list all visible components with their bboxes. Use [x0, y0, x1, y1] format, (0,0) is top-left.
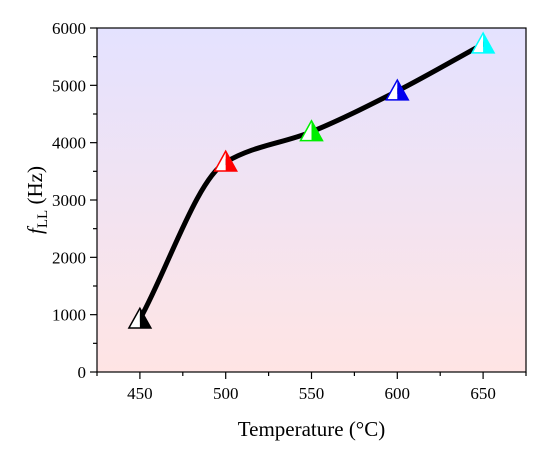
x-axis-title: Temperature (°C): [238, 417, 385, 441]
data-point-650: [470, 31, 496, 54]
y-tick-label: 3000: [52, 191, 86, 210]
marker-outline: [213, 149, 238, 172]
y-axis-title-unit: (Hz): [23, 166, 47, 210]
y-tick-label: 6000: [52, 19, 86, 38]
data-point-550: [299, 119, 324, 142]
marker-outline: [385, 78, 410, 101]
x-tick-label: 500: [213, 384, 239, 403]
marker-outline: [470, 31, 496, 54]
y-tick-label: 5000: [52, 76, 86, 95]
data-point-450: [127, 306, 153, 329]
y-axis-title-main: f: [23, 225, 47, 234]
y-tick-label: 4000: [52, 134, 86, 153]
data-point-600: [385, 78, 410, 101]
x-tick-label: 600: [385, 384, 411, 403]
marker-outline: [299, 119, 324, 142]
y-axis-title-sub: LL: [35, 210, 51, 228]
x-tick-label: 450: [127, 384, 153, 403]
plot-background: [97, 28, 526, 372]
y-tick-label: 2000: [52, 248, 86, 267]
marker-outline: [127, 306, 153, 329]
y-axis-title: fLL (Hz): [23, 166, 51, 234]
y-tick-label: 0: [78, 363, 87, 382]
x-tick-label: 550: [299, 384, 325, 403]
data-point-500: [213, 149, 238, 172]
x-tick-label: 650: [470, 384, 496, 403]
y-tick-label: 1000: [52, 306, 86, 325]
